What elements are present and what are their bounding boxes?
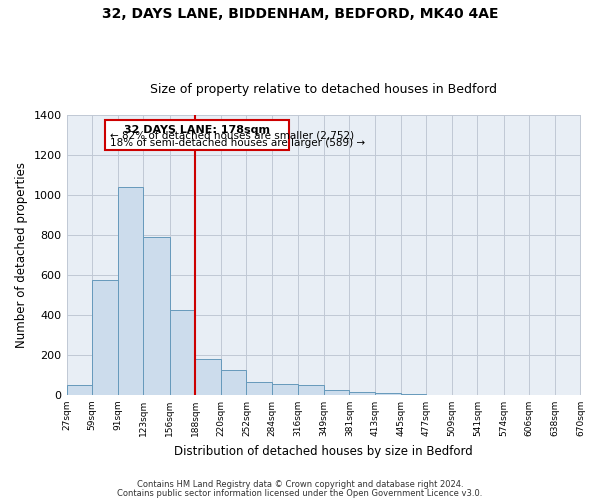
Bar [349, 392, 375, 395]
Text: Contains public sector information licensed under the Open Government Licence v3: Contains public sector information licen… [118, 489, 482, 498]
Text: ← 82% of detached houses are smaller (2,752): ← 82% of detached houses are smaller (2,… [110, 130, 354, 140]
Bar [195, 359, 221, 395]
Bar [298, 385, 324, 395]
Bar [67, 385, 92, 395]
Bar [170, 310, 195, 395]
Text: 18% of semi-detached houses are larger (589) →: 18% of semi-detached houses are larger (… [110, 138, 365, 147]
Title: Size of property relative to detached houses in Bedford: Size of property relative to detached ho… [150, 83, 497, 96]
FancyBboxPatch shape [105, 120, 289, 150]
Text: Contains HM Land Registry data © Crown copyright and database right 2024.: Contains HM Land Registry data © Crown c… [137, 480, 463, 489]
Bar [247, 382, 272, 395]
Bar [324, 390, 349, 395]
Bar [401, 394, 426, 395]
Bar [92, 280, 118, 395]
X-axis label: Distribution of detached houses by size in Bedford: Distribution of detached houses by size … [174, 444, 473, 458]
Text: 32 DAYS LANE: 178sqm: 32 DAYS LANE: 178sqm [124, 124, 270, 134]
Bar [272, 384, 298, 395]
Text: 32, DAYS LANE, BIDDENHAM, BEDFORD, MK40 4AE: 32, DAYS LANE, BIDDENHAM, BEDFORD, MK40 … [102, 8, 498, 22]
Bar [143, 237, 170, 395]
Bar [375, 393, 401, 395]
Y-axis label: Number of detached properties: Number of detached properties [15, 162, 28, 348]
Bar [221, 370, 247, 395]
Bar [118, 187, 143, 395]
